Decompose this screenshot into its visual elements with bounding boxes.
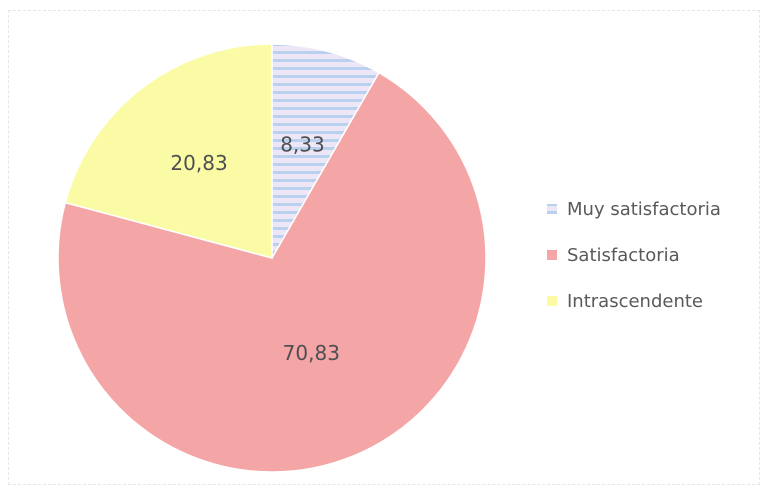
pie-slice-muy-satisfactoria [271, 43, 380, 261]
pie-slices [57, 43, 487, 473]
pie-slice-satisfactoria [57, 71, 487, 473]
data-label-muy-satisfactoria: 8,33 [280, 132, 325, 156]
legend-key-intrascendente [547, 296, 557, 306]
pie-data-labels: 8,33 70,83 20,83 [170, 132, 340, 365]
legend-label-intrascendente: Intrascendente [567, 291, 703, 312]
data-label-intrascendente: 20,83 [170, 151, 227, 175]
data-label-satisfactoria: 70,83 [283, 341, 340, 365]
legend: Muy satisfactoria Satisfactoria Intrascend… [547, 199, 721, 312]
pie-slice-intrascendente [64, 43, 273, 259]
legend-key-satisfactoria [547, 250, 557, 260]
legend-label-muy-satisfactoria: Muy satisfactoria [567, 199, 721, 220]
legend-key-muy-satisfactoria [547, 204, 557, 214]
legend-label-satisfactoria: Satisfactoria [567, 245, 680, 266]
